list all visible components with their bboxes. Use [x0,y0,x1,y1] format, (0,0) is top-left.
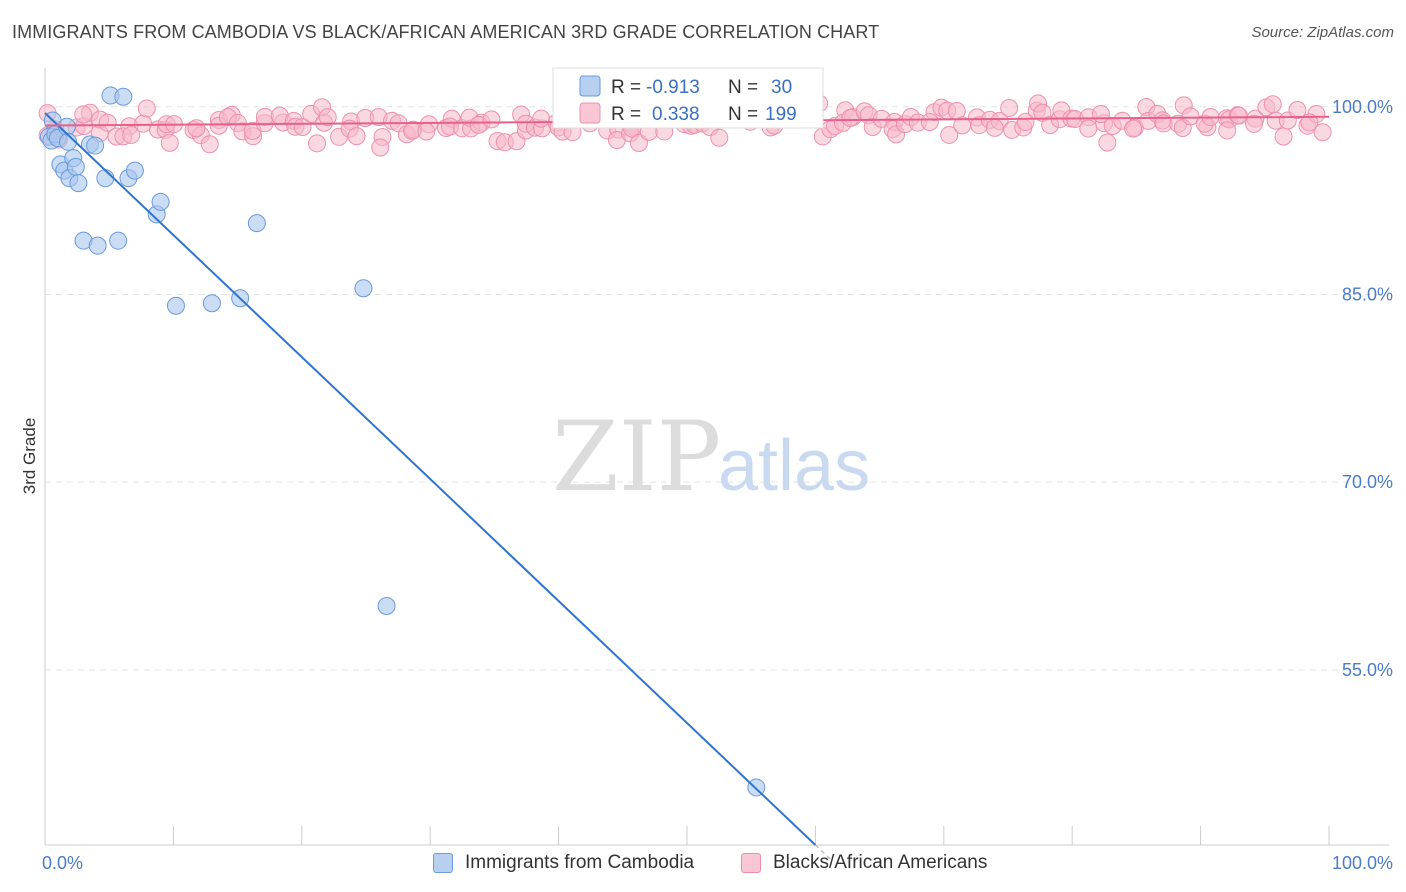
pink-point [1124,119,1143,138]
pink-point [293,117,312,136]
pink-point [371,138,390,157]
pink-point [417,122,436,141]
x-tick-label: 100.0% [1332,853,1393,873]
pink-point [200,135,219,154]
pink-point [1229,106,1248,125]
series-legend: Immigrants from Cambodia Blacks/African … [0,852,1406,878]
pink-point [1288,101,1307,120]
x-tick-label: 0.0% [42,853,83,873]
legend-pink-swatch [579,102,601,124]
legend-pink-n-value: 199 [765,104,797,125]
legend-label-cambodia: Immigrants from Cambodia [465,852,695,873]
legend-pink-r-value: 0.338 [652,104,700,125]
legend-blue-swatch [579,75,601,97]
y-axis-label: 3rd Grade [20,418,39,495]
pink-point [940,125,959,144]
pink-point [1274,127,1293,146]
y-tick-label: 100.0% [1332,97,1393,117]
pink-point [1245,114,1264,133]
chart-title: IMMIGRANTS FROM CAMBODIA VS BLACK/AFRICA… [12,22,880,42]
pink-point [1263,95,1282,114]
pink-point [532,109,551,128]
pink-point [1016,113,1035,132]
watermark: ZIP atlas [552,401,870,513]
grid-lines [45,106,1379,671]
source-credit: Source: ZipAtlas.com [1251,24,1394,41]
blue-trend-line [44,112,817,846]
legend-pink-r-label: R = [611,104,641,125]
blue-point [88,236,107,255]
watermark-atlas: atlas [718,426,870,506]
x-tick-labels: 0.0% 100.0% [42,853,1393,873]
pink-point [1098,133,1117,152]
y-tick-labels: 100.0% 85.0% 70.0% 55.0% [1332,97,1393,680]
legend-item-cambodia: Immigrants from Cambodia [433,852,694,874]
blue-point [125,161,144,180]
pink-point [347,127,366,146]
legend-blue-n-value: 30 [771,77,792,98]
correlation-legend: R = -0.913 N = 30 R = 0.338 N = 199 [552,67,824,129]
pink-point [710,128,729,147]
pink-point [985,118,1004,137]
blue-point [202,294,221,313]
blue-point [114,87,133,106]
blue-point [166,296,185,315]
pink-point [187,119,206,138]
pink-point [1079,119,1098,138]
y-tick-label: 70.0% [1342,472,1393,492]
legend-swatch-cambodia [433,853,453,873]
pink-point [920,112,939,131]
pink-point [482,110,501,129]
legend-item-black: Blacks/African Americans [741,852,987,874]
pink-point [308,134,327,153]
legend-pink-n-label: N = [728,104,758,125]
pink-point [318,108,337,127]
pink-point [1313,123,1332,142]
pink-point [1218,121,1237,140]
blue-point [151,192,170,211]
legend-blue-n-label: N = [728,77,758,98]
legend-blue-r-label: R = [611,77,641,98]
legend-swatch-black [741,853,761,873]
pink-point [98,113,117,132]
axes [44,68,1389,846]
blue-point [69,174,88,193]
blue-trend-extension [814,844,832,861]
legend-label-black: Blacks/African Americans [773,852,988,873]
pink-point [160,133,179,152]
pink-point [1181,107,1200,126]
blue-point [109,231,128,250]
blue-point [247,214,266,233]
y-tick-label: 85.0% [1342,284,1393,304]
blue-point [66,157,85,176]
pink-point [137,99,156,118]
pink-point [74,105,93,124]
pink-point [255,107,274,126]
watermark-zip: ZIP [552,401,721,513]
blue-point [354,279,373,298]
blue-point [86,136,105,155]
y-tick-label: 55.0% [1342,660,1393,680]
blue-point [377,597,396,616]
pink-point [1000,98,1019,117]
pink-point [1300,113,1319,132]
pink-point [122,125,141,144]
legend-blue-r-value: -0.913 [646,77,700,98]
blue-point [96,169,115,188]
